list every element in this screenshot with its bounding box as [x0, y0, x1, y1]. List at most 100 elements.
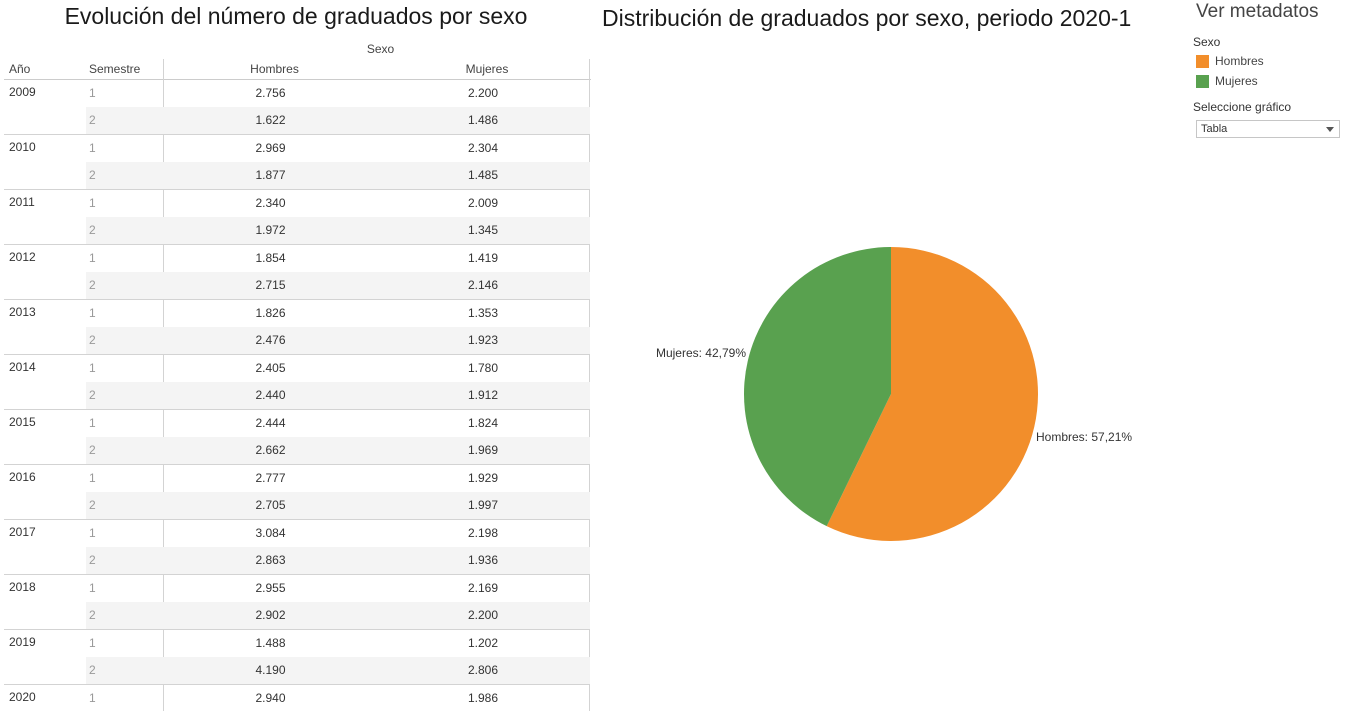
- year-label: 2014: [9, 360, 36, 374]
- mujeres-cell: 2.146: [467, 278, 499, 292]
- mujeres-cell: 2.304: [467, 141, 499, 155]
- pie-label-mujeres: Mujeres: 42,79%: [656, 346, 746, 360]
- table-row[interactable]: 2 1.877 1.485: [86, 162, 590, 189]
- semestre-cell: 1: [89, 141, 96, 155]
- table-row[interactable]: 1 2.444 1.824: [4, 410, 590, 437]
- year-group: 2014 1 2.405 1.780 2 2.440 1.912: [4, 355, 590, 410]
- mujeres-cell: 1.485: [467, 168, 499, 182]
- table-row[interactable]: 2 2.476 1.923: [86, 327, 590, 354]
- table-row[interactable]: 1 1.854 1.419: [4, 245, 590, 272]
- legend-swatch-mujeres: [1196, 74, 1209, 88]
- hombres-cell: 2.902: [255, 608, 286, 622]
- mujeres-cell: 1.969: [467, 443, 499, 457]
- year-group: 2019 1 1.488 1.202 2 4.190 2.806: [4, 630, 590, 685]
- year-group: 2017 1 3.084 2.198 2 2.863 1.936: [4, 520, 590, 575]
- table-title: Evolución del número de graduados por se…: [64, 3, 528, 29]
- header-divider: [4, 79, 591, 80]
- chart-selector-dropdown[interactable]: Tabla: [1196, 120, 1340, 138]
- pie-slice-mujeres[interactable]: [744, 247, 891, 527]
- semestre-cell: 2: [89, 388, 96, 402]
- hombres-cell: 2.705: [255, 498, 286, 512]
- semestre-cell: 2: [89, 333, 96, 347]
- chevron-down-icon[interactable]: [1326, 127, 1334, 132]
- hombres-cell: 2.476: [255, 333, 286, 347]
- hombres-cell: 1.622: [255, 113, 286, 127]
- table-row[interactable]: 1 3.084 2.198: [4, 520, 590, 547]
- hombres-cell: 2.940: [255, 691, 286, 705]
- hombres-cell: 2.969: [255, 141, 286, 155]
- year-group: 2012 1 1.854 1.419 2 2.715 2.146: [4, 245, 590, 300]
- table-row[interactable]: 1 2.777 1.929: [4, 465, 590, 492]
- table-row[interactable]: 2 4.190 2.806: [86, 657, 590, 684]
- hombres-cell: 1.854: [255, 251, 286, 265]
- table-row[interactable]: 2 2.902 2.200: [86, 602, 590, 629]
- col-header-semestre[interactable]: Semestre: [89, 62, 141, 76]
- table-row[interactable]: 2 2.863 1.936: [86, 547, 590, 574]
- table-row[interactable]: 1 1.488 1.202: [4, 630, 590, 657]
- table-row[interactable]: 2 2.662 1.969: [86, 437, 590, 464]
- ver-metadatos-link[interactable]: Ver metadatos: [1196, 1, 1319, 22]
- mujeres-cell: 1.486: [467, 113, 499, 127]
- year-label: 2011: [9, 195, 35, 209]
- legend-swatch-hombres: [1196, 54, 1209, 68]
- semestre-cell: 1: [89, 526, 96, 540]
- table-row[interactable]: 1 2.969 2.304: [4, 135, 590, 162]
- table-row[interactable]: 1 2.340 2.009: [4, 190, 590, 217]
- mujeres-cell: 1.929: [467, 471, 499, 485]
- legend-item-mujeres[interactable]: Mujeres: [1196, 73, 1258, 89]
- year-group: 2013 1 1.826 1.353 2 2.476 1.923: [4, 300, 590, 355]
- hombres-cell: 2.955: [255, 581, 286, 595]
- pie-label-hombres: Hombres: 57,21%: [1036, 430, 1132, 444]
- year-label: 2017: [9, 525, 36, 539]
- table-row[interactable]: 1 2.955 2.169: [4, 575, 590, 602]
- pie-slice-hombres[interactable]: [826, 247, 1038, 541]
- hombres-cell: 2.863: [255, 553, 286, 567]
- hombres-cell: 1.972: [255, 223, 286, 237]
- hombres-cell: 3.084: [255, 526, 286, 540]
- table-row[interactable]: 1 2.405 1.780: [4, 355, 590, 382]
- table-row[interactable]: 1 2.756 2.200: [4, 80, 590, 107]
- semestre-cell: 1: [89, 416, 96, 430]
- year-label: 2015: [9, 415, 36, 429]
- col-header-mujeres[interactable]: Mujeres: [465, 62, 509, 76]
- hombres-cell: 2.662: [255, 443, 286, 457]
- hombres-cell: 2.777: [255, 471, 286, 485]
- table-row[interactable]: 2 2.715 2.146: [86, 272, 590, 299]
- year-group: 2015 1 2.444 1.824 2 2.662 1.969: [4, 410, 590, 465]
- semestre-cell: 1: [89, 306, 96, 320]
- table-row[interactable]: 2 2.705 1.997: [86, 492, 590, 519]
- hombres-cell: 2.405: [255, 361, 286, 375]
- mujeres-cell: 1.936: [467, 553, 499, 567]
- table-row[interactable]: 1 1.826 1.353: [4, 300, 590, 327]
- mujeres-cell: 2.806: [467, 663, 499, 677]
- semestre-cell: 2: [89, 223, 96, 237]
- year-label: 2018: [9, 580, 36, 594]
- semestre-cell: 2: [89, 443, 96, 457]
- semestre-cell: 2: [89, 663, 96, 677]
- semestre-cell: 2: [89, 113, 96, 127]
- mujeres-cell: 2.009: [467, 196, 499, 210]
- legend-item-hombres[interactable]: Hombres: [1196, 53, 1264, 69]
- semestre-cell: 2: [89, 278, 96, 292]
- hombres-cell: 1.488: [255, 636, 286, 650]
- semestre-cell: 2: [89, 168, 96, 182]
- semestre-cell: 2: [89, 608, 96, 622]
- table-row[interactable]: 1 2.940 1.986: [4, 685, 590, 711]
- table-row[interactable]: 2 2.440 1.912: [86, 382, 590, 409]
- table-row[interactable]: 2 1.622 1.486: [86, 107, 590, 134]
- semestre-cell: 1: [89, 361, 96, 375]
- semestre-cell: 1: [89, 581, 96, 595]
- year-label: 2020: [9, 690, 36, 704]
- legend-title: Sexo: [1193, 35, 1221, 49]
- col-header-ano[interactable]: Año: [9, 62, 31, 76]
- year-label: 2016: [9, 470, 36, 484]
- pie-chart-title: Distribución de graduados por sexo, peri…: [602, 5, 1132, 31]
- table-row[interactable]: 2 1.972 1.345: [86, 217, 590, 244]
- year-label: 2009: [9, 85, 36, 99]
- hombres-cell: 1.877: [255, 168, 286, 182]
- col-header-hombres[interactable]: Hombres: [250, 62, 299, 76]
- year-group: 2010 1 2.969 2.304 2 1.877 1.485: [4, 135, 590, 190]
- year-group: 2009 1 2.756 2.200 2 1.622 1.486: [4, 80, 590, 135]
- semestre-cell: 1: [89, 196, 96, 210]
- semestre-cell: 1: [89, 251, 96, 265]
